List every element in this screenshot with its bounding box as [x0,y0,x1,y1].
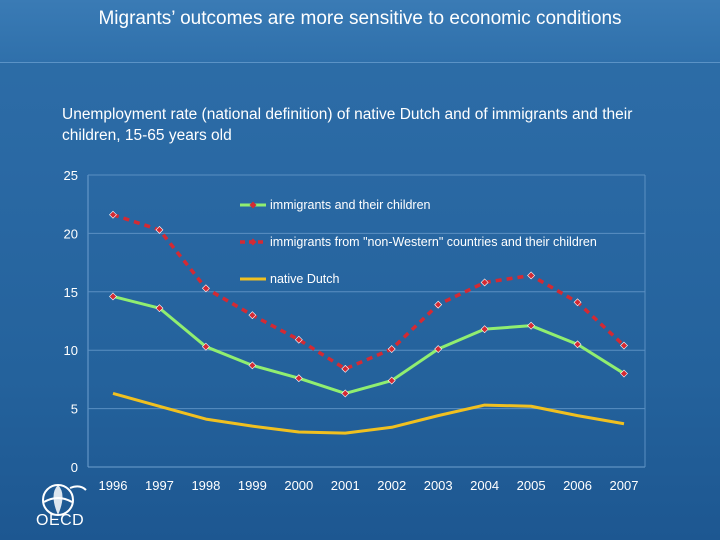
data-point [527,271,536,280]
data-point [341,364,350,373]
oecd-logo-icon [42,484,87,516]
y-tick-label: 20 [64,226,78,241]
legend-label: immigrants from "non-Western" countries … [270,235,597,249]
x-tick-label: 2005 [517,478,546,493]
title-band [0,0,720,63]
y-tick-label: 25 [64,168,78,183]
y-tick-label: 0 [71,460,78,475]
grid [87,174,646,468]
data-point [434,345,443,353]
data-point [248,311,257,320]
x-tick-label: 2006 [563,478,592,493]
data-point [294,335,303,344]
data-point [341,389,350,398]
data-point [573,298,582,307]
legend-marker [249,238,257,246]
data-point [109,210,117,219]
data-point [155,225,164,234]
data-point [573,340,582,349]
data-point [620,369,628,378]
data-point [620,341,628,350]
x-tick-label: 1999 [238,478,267,493]
x-tick-label: 2002 [377,478,406,493]
series-line-3 [112,391,625,435]
legend-label: native Dutch [270,272,340,286]
x-tick-label: 2004 [470,478,499,493]
y-tick-label: 5 [71,402,78,417]
y-tick-label: 10 [64,343,78,358]
legend-marker [249,201,257,209]
x-tick-label: 2000 [284,478,313,493]
data-point [480,325,489,334]
x-tick-label: 1996 [99,478,128,493]
y-tick-label: 15 [64,285,78,300]
legend: immigrants and their children immigrants … [240,198,597,286]
data-point [109,292,117,301]
series-line-2 [112,213,626,371]
axis-ticks: 0 5 10 15 20 25 1996 1997 1998 1999 2000 2001 2002 20… [64,168,639,493]
data-point [434,300,443,309]
x-tick-label: 1997 [145,478,174,493]
x-tick-label: 1998 [191,478,220,493]
slide-title: Migrants’ outcomes are more sensitive to… [98,8,622,29]
data-point [387,376,396,385]
chart-subtitle: Unemployment rate (national definition) … [62,106,633,144]
x-tick-label: 2001 [331,478,360,493]
data-point [155,304,164,313]
x-tick-label: 2007 [610,478,639,493]
data-point [480,278,489,287]
data-point [201,284,210,293]
oecd-logo-text: OECD [36,512,85,529]
data-point [387,345,396,353]
series-lines [109,210,628,435]
series-line-1 [112,295,625,395]
data-point [294,374,303,383]
data-point [201,342,210,351]
data-point [248,361,257,370]
data-point [527,321,536,330]
x-tick-label: 2003 [424,478,453,493]
legend-label: immigrants and their children [270,198,431,212]
